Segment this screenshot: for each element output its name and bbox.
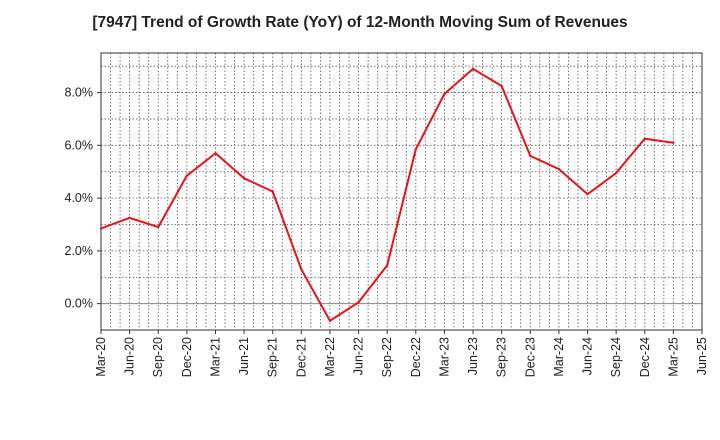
x-tick-label: Jun-24	[581, 337, 595, 375]
y-tick-label: 8.0%	[65, 86, 94, 100]
y-tick-label: 6.0%	[65, 138, 94, 152]
x-tick-label: Sep-23	[495, 337, 509, 377]
data-point	[529, 154, 532, 158]
data-point	[471, 67, 475, 71]
x-tick-label: Jun-21	[237, 337, 251, 375]
data-point	[328, 319, 332, 322]
x-tick-label: Sep-24	[609, 337, 623, 377]
data-point	[414, 148, 418, 151]
x-tick-label: Jun-25	[695, 337, 709, 375]
y-tick-label: 0.0%	[65, 297, 94, 311]
data-point	[357, 301, 360, 304]
data-point	[643, 137, 646, 140]
x-tick-label: Mar-23	[437, 337, 451, 377]
x-tick-label: Mar-20	[94, 337, 108, 377]
x-tick-label: Mar-25	[666, 337, 680, 377]
x-tick-label: Sep-20	[151, 337, 165, 377]
x-tick-label: Dec-24	[638, 337, 652, 377]
data-point	[500, 84, 503, 88]
x-tick-label: Sep-22	[380, 337, 394, 377]
data-point	[99, 227, 103, 230]
data-point	[214, 152, 217, 155]
data-point	[557, 167, 561, 171]
data-point	[586, 192, 589, 196]
data-point	[185, 174, 189, 177]
chart-title: [7947] Trend of Growth Rate (YoY) of 12-…	[92, 14, 628, 31]
data-point	[128, 216, 131, 220]
x-tick-label: Dec-22	[409, 337, 423, 377]
x-tick-label: Mar-21	[208, 337, 222, 377]
y-tick-label: 4.0%	[65, 191, 94, 205]
x-tick-label: Jun-23	[466, 337, 480, 375]
x-tick-label: Mar-24	[552, 337, 566, 377]
data-point	[614, 171, 618, 175]
x-tick-label: Dec-23	[523, 337, 537, 377]
x-tick-label: Dec-20	[180, 337, 194, 377]
x-tick-label: Sep-21	[266, 337, 280, 377]
data-point	[271, 190, 274, 193]
data-point	[443, 92, 446, 96]
x-tick-label: Mar-22	[323, 337, 337, 377]
data-point	[672, 141, 675, 144]
data-point	[242, 177, 246, 180]
plot-frame	[100, 52, 703, 331]
x-tick-label: Jun-22	[352, 337, 366, 375]
y-tick-label: 2.0%	[65, 244, 94, 258]
x-tick-label: Jun-20	[123, 337, 137, 375]
data-point	[385, 264, 389, 267]
data-point	[300, 268, 303, 271]
data-point	[157, 225, 160, 229]
x-tick-label: Dec-21	[294, 337, 308, 377]
